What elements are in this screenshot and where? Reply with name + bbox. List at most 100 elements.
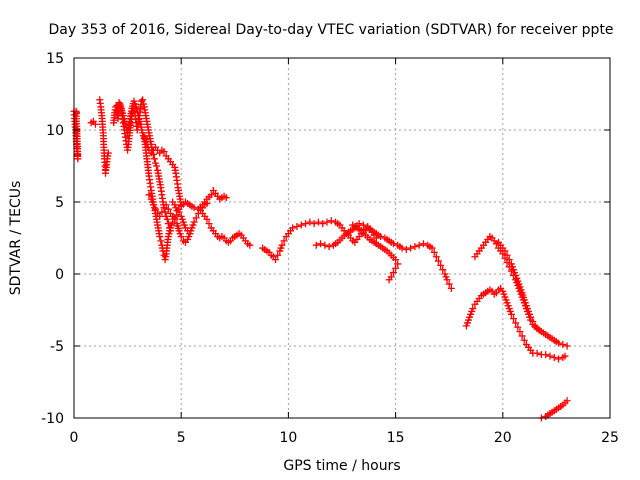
data-points	[70, 96, 571, 422]
data-point	[162, 201, 170, 209]
x-tick-label: 25	[601, 430, 619, 446]
data-point	[104, 149, 112, 157]
x-tick-label: 15	[387, 430, 405, 446]
data-point	[272, 256, 280, 264]
data-point	[407, 244, 415, 252]
data-point	[514, 323, 522, 331]
data-point	[389, 269, 397, 277]
data-point	[563, 342, 571, 350]
data-point	[205, 220, 213, 228]
data-point	[419, 240, 427, 248]
data-point	[533, 349, 541, 357]
data-point	[306, 218, 314, 226]
x-tick-label: 0	[70, 430, 79, 446]
data-point	[289, 224, 297, 232]
data-point	[447, 284, 455, 292]
data-point	[430, 248, 438, 256]
data-point	[520, 336, 528, 344]
data-point	[319, 220, 327, 228]
data-point	[529, 318, 537, 326]
data-point	[325, 243, 333, 251]
data-point	[555, 339, 563, 347]
data-point	[163, 215, 171, 223]
data-point	[559, 341, 567, 349]
y-tick-label: 0	[55, 267, 64, 283]
data-point	[469, 305, 477, 313]
data-point	[432, 253, 440, 261]
x-tick-label: 20	[494, 430, 512, 446]
x-tick-label: 10	[279, 430, 297, 446]
data-point	[377, 233, 385, 241]
data-point	[190, 218, 198, 226]
data-point	[563, 397, 571, 405]
data-point	[392, 256, 400, 264]
data-point	[385, 276, 393, 284]
data-point	[323, 218, 331, 226]
data-point	[443, 276, 451, 284]
data-point	[535, 326, 543, 334]
data-point	[145, 191, 153, 199]
data-point	[157, 237, 165, 245]
data-point	[550, 354, 558, 362]
data-point	[151, 205, 159, 213]
data-point	[190, 204, 198, 212]
data-point	[503, 251, 511, 259]
data-point	[312, 241, 320, 249]
x-tick-label: 5	[177, 430, 186, 446]
data-point	[505, 256, 513, 264]
y-tick-label: 5	[55, 195, 64, 211]
grid-lines	[74, 58, 610, 418]
data-point	[164, 220, 172, 228]
data-point	[314, 218, 322, 226]
data-point	[207, 191, 215, 199]
data-point	[160, 148, 168, 156]
data-point	[415, 241, 423, 249]
data-point	[153, 162, 161, 170]
data-point	[192, 214, 200, 222]
data-point	[512, 319, 520, 327]
data-point	[516, 328, 524, 336]
data-point	[398, 244, 406, 252]
plot-frame	[73, 57, 611, 419]
data-point	[177, 233, 185, 241]
data-point	[394, 260, 402, 268]
data-point	[150, 155, 158, 163]
data-point	[501, 247, 509, 255]
data-point	[561, 352, 569, 360]
data-point	[402, 246, 410, 254]
data-point	[546, 352, 554, 360]
data-point	[527, 313, 535, 321]
chart-title: Day 353 of 2016, Sidereal Day-to-day VTE…	[48, 22, 613, 38]
data-point	[439, 266, 447, 274]
data-point	[302, 220, 310, 228]
data-point	[321, 241, 329, 249]
data-point	[278, 241, 286, 249]
data-point	[156, 212, 164, 220]
data-point	[274, 251, 282, 259]
data-point	[510, 315, 518, 323]
data-point	[310, 220, 318, 228]
data-point	[445, 280, 453, 288]
data-point	[434, 257, 442, 265]
data-point	[392, 264, 400, 272]
data-point	[203, 215, 211, 223]
data-point	[222, 194, 230, 202]
data-point	[158, 208, 166, 216]
data-point	[359, 221, 367, 229]
data-point	[91, 120, 99, 128]
data-point	[149, 201, 157, 209]
y-axis-title: SDTVAR / TECUs	[8, 181, 24, 296]
data-point	[156, 233, 164, 241]
data-point	[293, 222, 301, 230]
y-tick-label: -5	[50, 339, 64, 355]
y-tick-labels: -10 -5 0 5 10 15	[41, 51, 64, 427]
data-point	[280, 237, 288, 245]
data-point	[389, 240, 397, 248]
x-axis-title: GPS time / hours	[283, 458, 400, 474]
x-tick-labels: 0 5 10 15 20 25	[70, 430, 619, 446]
data-point	[411, 243, 419, 251]
y-tick-label: -10	[41, 411, 64, 427]
data-point	[246, 241, 254, 249]
data-point	[437, 261, 445, 269]
